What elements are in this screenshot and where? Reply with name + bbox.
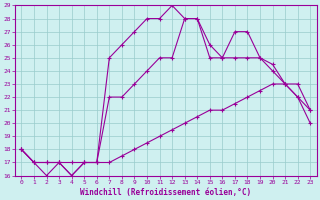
X-axis label: Windchill (Refroidissement éolien,°C): Windchill (Refroidissement éolien,°C) bbox=[80, 188, 252, 197]
